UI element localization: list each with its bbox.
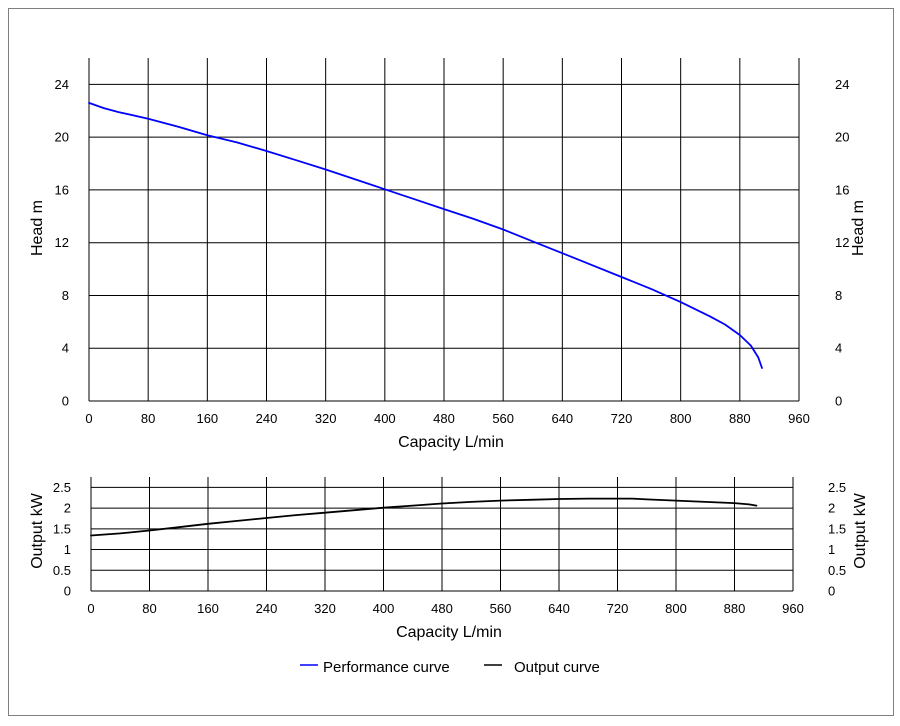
head-y-tick-label-right: 0	[835, 394, 842, 409]
output-xlabel: Capacity L/min	[396, 624, 502, 641]
output-x-tick-label: 480	[431, 601, 453, 616]
legend: Performance curve Output curve	[300, 659, 600, 676]
output-series-output-curve	[90, 497, 758, 537]
head-y-tick-label-left: 4	[62, 341, 69, 356]
output-x-tick-label: 400	[373, 601, 395, 616]
head-x-tick-label: 560	[492, 411, 514, 426]
head-y-tick-label-left: 12	[55, 235, 69, 250]
head-y-tick-label-right: 12	[835, 235, 849, 250]
output-x-tick-label: 880	[724, 601, 746, 616]
output-x-tick-label: 160	[197, 601, 219, 616]
output-x-tick-label: 640	[548, 601, 570, 616]
head-y-tick-label-left: 20	[55, 130, 69, 145]
head-x-tick-label: 0	[85, 411, 92, 426]
head-x-tick-label: 240	[256, 411, 278, 426]
output-x-tick-label: 320	[314, 601, 336, 616]
head-x-tick-label: 80	[141, 411, 155, 426]
output-y-tick-label-left: 0	[64, 584, 71, 599]
head-y-tick-label-right: 4	[835, 341, 842, 356]
head-plot: 0 80 160 240 320 400 480 560 640 720 800 880 960 0 0 4 4…	[55, 58, 849, 426]
head-x-tick-label: 480	[433, 411, 455, 426]
output-y-tick-label-right: 1	[828, 542, 835, 557]
head-y-tick-label-right: 20	[835, 130, 849, 145]
output-x-tick-label: 80	[142, 601, 156, 616]
head-xlabel: Capacity L/min	[398, 434, 504, 451]
head-x-tick-label: 800	[670, 411, 692, 426]
output-y-tick-label-right: 0	[828, 584, 835, 599]
legend-label-output: Output curve	[514, 659, 600, 676]
head-x-tick-label: 880	[729, 411, 751, 426]
head-x-tick-label: 640	[551, 411, 573, 426]
output-y-tick-label-right: 2.5	[828, 480, 846, 495]
head-series-performance-curve	[88, 102, 763, 369]
output-x-tick-label: 560	[490, 601, 512, 616]
output-y-tick-label-left: 0.5	[53, 563, 71, 578]
output-y-tick-label-right: 2	[828, 501, 835, 516]
head-x-tick-label: 720	[611, 411, 633, 426]
head-ylabel-right: Head m	[850, 200, 867, 256]
output-y-tick-label-left: 2.5	[53, 480, 71, 495]
output-y-tick-label-left: 1.5	[53, 521, 71, 536]
head-y-tick-label-left: 8	[62, 288, 69, 303]
output-x-tick-label: 720	[607, 601, 629, 616]
head-x-tick-label: 960	[788, 411, 810, 426]
output-y-tick-label-right: 1.5	[828, 521, 846, 536]
head-y-tick-label-left: 16	[55, 182, 69, 197]
output-x-tick-label: 0	[87, 601, 94, 616]
output-x-tick-label: 240	[256, 601, 278, 616]
output-x-tick-label: 800	[665, 601, 687, 616]
output-y-tick-label-left: 1	[64, 542, 71, 557]
head-x-tick-label: 160	[196, 411, 218, 426]
output-y-tick-label-left: 2	[64, 501, 71, 516]
output-ylabel-left: Output kW	[29, 492, 46, 568]
output-x-tick-label: 960	[782, 601, 804, 616]
head-x-tick-label: 400	[374, 411, 396, 426]
head-ylabel-left: Head m	[29, 200, 46, 256]
head-y-tick-label-left: 24	[55, 77, 69, 92]
head-y-tick-label-right: 16	[835, 182, 849, 197]
legend-label-performance: Performance curve	[323, 659, 450, 676]
output-plot: 0 80 160 240 320 400 480 560 640 720 800 880 960 0 0 0.…	[53, 477, 846, 616]
head-x-tick-label: 320	[315, 411, 337, 426]
head-y-tick-label-right: 8	[835, 288, 842, 303]
output-y-tick-label-right: 0.5	[828, 563, 846, 578]
chart-frame	[8, 8, 894, 716]
head-y-tick-label-right: 24	[835, 77, 849, 92]
output-ylabel-right: Output kW	[852, 492, 869, 568]
head-y-tick-label-left: 0	[62, 394, 69, 409]
